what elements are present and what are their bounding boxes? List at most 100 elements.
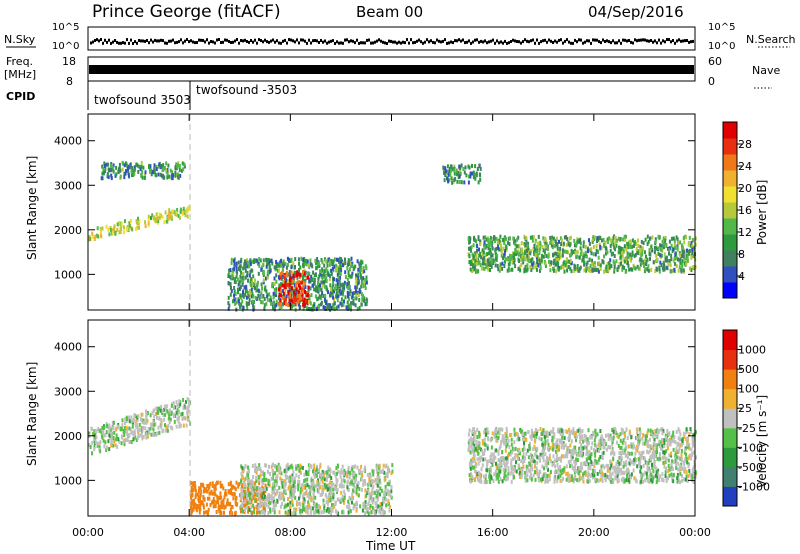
data-cell <box>219 480 222 485</box>
data-cell <box>168 211 171 216</box>
data-cell <box>673 435 676 439</box>
data-cell <box>605 251 607 256</box>
data-cell <box>324 268 327 273</box>
data-cell <box>582 461 585 466</box>
data-cell <box>582 244 585 249</box>
data-cell <box>258 296 261 301</box>
data-cell <box>110 438 113 443</box>
data-cell <box>328 507 331 512</box>
data-cell <box>694 242 697 247</box>
data-cell <box>553 244 556 249</box>
noise-point <box>222 40 224 44</box>
data-cell <box>675 264 678 269</box>
data-cell <box>589 268 592 273</box>
data-cell <box>242 492 244 497</box>
data-cell <box>176 164 179 169</box>
data-cell <box>330 482 333 486</box>
noise-point <box>576 40 578 44</box>
data-cell <box>313 463 316 468</box>
data-cell <box>310 262 313 267</box>
data-cell <box>351 480 354 485</box>
data-cell <box>295 466 298 471</box>
data-cell <box>494 256 497 261</box>
data-cell <box>322 281 325 286</box>
data-cell <box>623 435 626 440</box>
data-cell <box>275 303 278 308</box>
data-cell <box>666 259 669 264</box>
data-cell <box>277 275 280 280</box>
data-cell <box>298 268 300 272</box>
data-cell <box>321 291 324 295</box>
data-cell <box>342 263 344 268</box>
data-cell <box>443 178 446 183</box>
power-ylabel: Slant Range [km] <box>25 156 39 260</box>
data-cell <box>503 264 506 268</box>
data-cell <box>315 288 317 293</box>
data-cell <box>631 244 634 249</box>
data-cell <box>621 476 624 481</box>
data-cell <box>623 234 626 239</box>
data-cell <box>301 465 304 470</box>
data-cell <box>175 162 178 167</box>
data-cell <box>685 474 688 479</box>
data-cell <box>555 449 557 454</box>
data-cell <box>354 479 357 484</box>
data-cell <box>235 280 238 285</box>
data-cell <box>483 259 486 264</box>
data-cell <box>361 277 364 282</box>
data-cell <box>308 506 311 510</box>
data-cell <box>319 464 322 469</box>
data-cell <box>171 170 173 175</box>
data-cell <box>297 501 299 506</box>
data-cell <box>166 409 169 414</box>
data-cell <box>203 486 206 491</box>
data-cell <box>347 273 350 278</box>
data-cell <box>601 452 604 456</box>
data-cell <box>483 245 486 250</box>
noise-point <box>530 39 532 43</box>
data-cell <box>552 427 555 432</box>
data-cell <box>152 408 155 413</box>
noise-point <box>322 40 324 44</box>
data-cell <box>310 274 313 279</box>
data-cell <box>380 488 383 493</box>
data-cell <box>290 492 293 497</box>
data-cell <box>254 296 257 300</box>
data-cell <box>269 471 271 476</box>
data-cell <box>610 252 613 257</box>
noise-point <box>90 41 92 45</box>
data-cell <box>295 286 298 291</box>
data-cell <box>314 258 317 263</box>
noise-point <box>284 38 286 42</box>
noise-point <box>132 42 134 45</box>
data-cell <box>628 474 631 479</box>
data-cell <box>587 462 590 467</box>
data-cell <box>676 246 679 251</box>
data-cell <box>181 161 184 166</box>
data-cell <box>192 502 195 507</box>
noise-point <box>288 38 290 42</box>
data-cell <box>453 168 456 173</box>
data-cell <box>117 167 120 172</box>
data-cell <box>267 481 270 486</box>
data-cell <box>372 490 375 495</box>
data-cell <box>320 477 323 482</box>
data-cell <box>354 303 357 308</box>
data-cell <box>658 444 661 449</box>
data-cell <box>509 257 512 262</box>
data-cell <box>270 258 273 263</box>
data-cell <box>284 489 287 494</box>
data-cell <box>271 499 273 504</box>
noise-point <box>344 38 346 42</box>
data-cell <box>333 264 336 269</box>
data-cell <box>387 500 390 504</box>
data-cell <box>469 248 472 253</box>
data-cell <box>562 241 565 246</box>
noise-point <box>114 39 116 42</box>
data-cell <box>304 285 307 289</box>
data-cell <box>130 415 133 420</box>
data-cell <box>525 268 528 273</box>
data-cell <box>347 305 350 309</box>
data-cell <box>388 505 391 509</box>
data-cell <box>175 410 178 415</box>
